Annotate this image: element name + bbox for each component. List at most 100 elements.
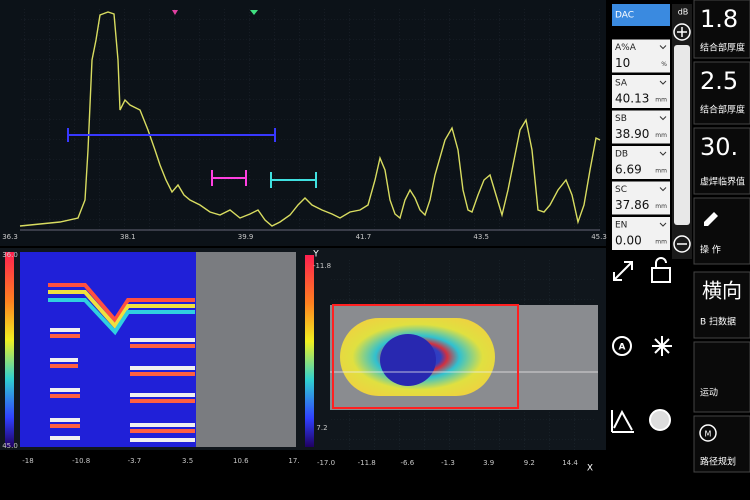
- motion-label: 运动: [700, 388, 718, 399]
- b-scan-x-label: -10.8: [72, 457, 90, 465]
- mode-sublabel: B 扫数据: [700, 316, 736, 328]
- path-icon-label: M: [705, 430, 712, 439]
- b-scan-color-label: 45.0: [2, 442, 18, 450]
- gain-track: [674, 45, 690, 225]
- motion-button[interactable]: [693, 341, 750, 413]
- envelope-icon[interactable]: [611, 409, 634, 433]
- param-unit: mm: [655, 168, 667, 175]
- param-unit: mm: [655, 97, 667, 104]
- gate-b: [211, 170, 247, 186]
- b-scan-image: [20, 252, 196, 447]
- a-scan-x-label: 36.3: [2, 233, 18, 241]
- operate-label: 操 作: [700, 244, 721, 256]
- param-label: SB: [615, 114, 627, 124]
- auto-icon[interactable]: [612, 336, 632, 356]
- param-label: EN: [615, 221, 627, 231]
- gate-c: [270, 172, 317, 188]
- param-box[interactable]: [612, 217, 670, 250]
- param-value: 40.13: [615, 92, 649, 106]
- c-scan-colorbar: [305, 255, 314, 447]
- lock-icon[interactable]: [651, 257, 671, 283]
- param-unit: %: [661, 61, 667, 68]
- param-box[interactable]: [612, 39, 670, 73]
- gain-unit: dB: [678, 8, 689, 17]
- param-arrow: [659, 151, 667, 156]
- c-scan-y-label: -11.8: [313, 262, 331, 270]
- b-scan-x-label: 10.6: [233, 457, 249, 465]
- motion-icon: [699, 424, 717, 442]
- c-scan-x-label: -6.6: [400, 459, 414, 467]
- gain-minus[interactable]: [673, 235, 691, 253]
- param-arrow: [659, 116, 667, 121]
- result-box: [693, 61, 750, 125]
- result-box: [693, 0, 750, 59]
- b-scan-x-label: 17.: [288, 457, 299, 465]
- result-box: [693, 127, 750, 195]
- a-scan-waveform: [19, 11, 601, 227]
- param-label: A%A: [615, 43, 637, 53]
- record-icon[interactable]: [649, 409, 671, 431]
- tool-icons: [611, 257, 672, 433]
- mode-button[interactable]: [693, 271, 750, 339]
- b-scan-x-label: 3.5: [182, 457, 193, 465]
- b-scan-empty: [196, 252, 296, 447]
- param-arrow: [659, 187, 667, 192]
- gain-plus[interactable]: [673, 23, 691, 41]
- c-scan-y-axis: Y: [312, 250, 319, 260]
- b-scan-x-label: -18: [22, 457, 33, 465]
- a-scan-x-label: 45.3: [591, 233, 607, 241]
- c-scan-x-label: 9.2: [524, 459, 535, 467]
- a-scan-x-label: 43.5: [473, 233, 489, 241]
- path-button[interactable]: [693, 415, 750, 473]
- expand-icon[interactable]: [613, 261, 633, 281]
- param-unit: mm: [655, 239, 667, 246]
- c-scan-x-axis: X: [587, 464, 593, 474]
- c-scan-y-label: 7.2: [316, 424, 327, 432]
- c-scan-x-label: -17.0: [317, 459, 335, 467]
- c-scan-selection: [332, 304, 519, 409]
- param-value: 6.69: [615, 163, 642, 177]
- param-arrow: [659, 45, 667, 50]
- result-label: 虚焊临界值: [700, 176, 745, 188]
- param-value: 37.86: [615, 198, 649, 212]
- a-scan-x-label: 38.1: [120, 233, 136, 241]
- param-unit: mm: [655, 203, 667, 210]
- param-value: 10: [615, 56, 630, 70]
- a-scan-grid: [20, 8, 600, 230]
- b-scan-stripes: [48, 283, 195, 442]
- c-scan-x-label: -11.8: [358, 459, 376, 467]
- param-arrow: [659, 80, 667, 85]
- gate-marker: [250, 10, 258, 15]
- a-scan-x-label: 39.9: [238, 233, 254, 241]
- b-scan-color-label: 36.0: [2, 251, 18, 259]
- freeze-icon[interactable]: [652, 336, 672, 356]
- operate-button[interactable]: [693, 197, 750, 265]
- b-scan-colorbar: [5, 252, 14, 447]
- param-value: 38.90: [615, 127, 649, 141]
- auto-label: A: [619, 343, 626, 353]
- mode-label: 横向: [702, 279, 742, 303]
- result-value: 1.8: [700, 5, 738, 33]
- b-scan-x-label: -3.7: [128, 457, 142, 465]
- param-box[interactable]: [612, 75, 670, 108]
- c-scan-x-label: -1.3: [441, 459, 455, 467]
- result-label: 结合部厚度: [700, 104, 745, 116]
- param-label: DB: [615, 150, 628, 160]
- gate-marker: [172, 10, 178, 15]
- param-unit: mm: [655, 132, 667, 139]
- c-scan-x-label: 3.9: [483, 459, 494, 467]
- param-value: 0.00: [615, 234, 642, 248]
- gain-plus-icon: [677, 27, 687, 37]
- param-box[interactable]: [612, 181, 670, 215]
- result-label: 结合部厚度: [700, 42, 745, 54]
- a-scan-x-label: 41.7: [356, 233, 372, 241]
- param-label: SA: [615, 79, 628, 89]
- param-arrow: [659, 222, 667, 227]
- param-label: SC: [615, 185, 627, 195]
- param-box[interactable]: [612, 110, 670, 144]
- c-scan-defect: [380, 334, 436, 386]
- param-box[interactable]: [612, 146, 670, 179]
- param-dac[interactable]: [612, 4, 670, 26]
- result-boxes: [693, 0, 750, 473]
